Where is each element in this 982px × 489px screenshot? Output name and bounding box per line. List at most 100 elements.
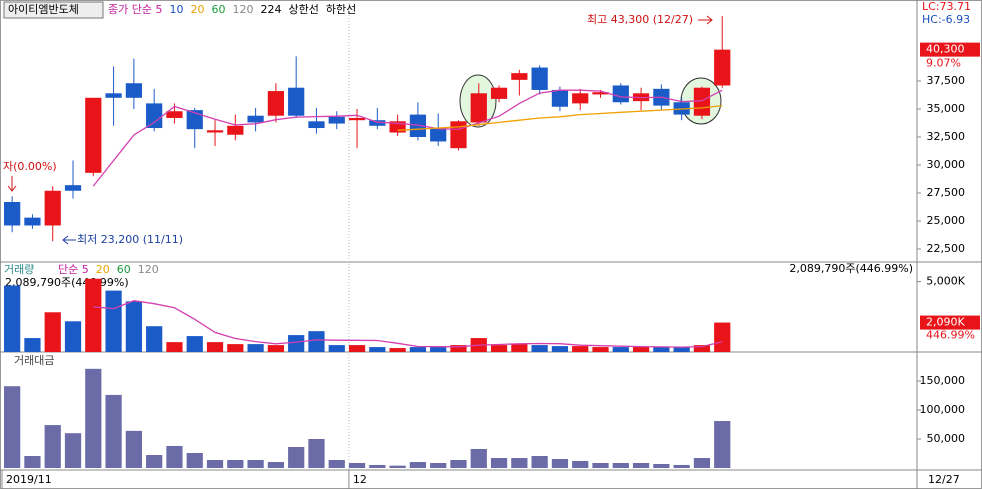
bar	[348, 463, 366, 468]
candle-body	[612, 85, 629, 103]
legend-entry: 60	[211, 3, 225, 16]
candle-body	[105, 93, 122, 98]
volume-current: 2,090K	[926, 316, 965, 329]
low-annotation: 최저 23,200 (11/11)	[77, 233, 183, 246]
bar	[166, 445, 183, 468]
candle-body	[328, 116, 345, 124]
bar	[673, 347, 690, 352]
candle-body	[450, 121, 467, 149]
legend-entry: 상한선	[288, 3, 318, 16]
bar	[369, 347, 386, 352]
bar	[44, 312, 61, 352]
candle-body	[490, 87, 508, 99]
lc-label: LC:73.71	[922, 0, 971, 13]
bar	[450, 459, 467, 468]
legend-entry: 20	[96, 263, 110, 276]
legend-entry: 120	[232, 3, 253, 16]
legend-entry: 120	[138, 263, 159, 276]
bar	[572, 460, 589, 468]
bar	[632, 347, 650, 352]
bar	[714, 421, 731, 468]
candle-body	[247, 115, 264, 123]
bar	[572, 346, 589, 352]
bar	[206, 459, 224, 468]
candle-body	[551, 89, 569, 107]
bar	[328, 345, 345, 352]
candle-body	[389, 121, 406, 133]
candle-body	[369, 120, 386, 126]
y-tick-label: 37,500	[927, 74, 966, 87]
bar	[186, 336, 203, 352]
low-arrow	[62, 235, 76, 245]
bar	[430, 463, 447, 468]
bar	[247, 459, 264, 468]
y-tick-label: 27,500	[927, 186, 966, 199]
bar	[348, 345, 366, 352]
candle-body	[4, 201, 21, 226]
legend-entry: 단순 5	[58, 263, 89, 276]
y-tick-label: 32,500	[927, 130, 966, 143]
legend-entry: 하한선	[326, 2, 356, 16]
y-tick-label: 22,500	[927, 242, 966, 255]
bar	[64, 321, 82, 352]
price-box	[920, 42, 980, 57]
bar	[308, 331, 325, 352]
bar	[409, 462, 427, 468]
bar	[227, 459, 244, 468]
candle-body	[511, 73, 528, 80]
bar	[105, 290, 122, 352]
candle-body	[166, 111, 183, 118]
bar	[693, 458, 711, 468]
stock-name: 아이티엠반도체	[8, 3, 79, 16]
volume-box	[920, 315, 980, 330]
bar	[206, 342, 224, 352]
bar	[166, 342, 183, 352]
candle-body	[186, 110, 203, 130]
bar	[247, 344, 264, 352]
bar	[511, 458, 528, 468]
candle-body	[146, 103, 163, 129]
bar	[288, 335, 305, 352]
bar	[430, 347, 447, 352]
candle-body	[592, 92, 609, 95]
bar	[490, 458, 508, 468]
bar	[44, 425, 61, 468]
candle-body	[85, 97, 102, 173]
bar	[85, 368, 102, 468]
bar	[653, 463, 670, 468]
bar	[592, 347, 609, 352]
legend-entry: 60	[117, 263, 131, 276]
price-label: 40,300	[926, 43, 965, 56]
bar	[267, 345, 285, 352]
candle-body	[430, 128, 447, 142]
bar	[592, 463, 609, 468]
bar	[186, 452, 203, 468]
bar	[531, 455, 548, 468]
y-tick-label: 150,000	[920, 374, 966, 387]
bar	[450, 345, 467, 352]
candle-body	[288, 87, 305, 116]
bar	[125, 301, 142, 352]
x-tick-label: 12	[353, 473, 367, 486]
bar	[85, 278, 102, 352]
bar	[612, 347, 629, 352]
candle-body	[572, 93, 589, 104]
bar	[511, 344, 528, 352]
y-tick-label: 25,000	[927, 214, 966, 227]
bar	[105, 394, 122, 468]
bar	[531, 345, 548, 352]
bar	[714, 322, 731, 352]
volume-title: 거래량	[4, 263, 34, 276]
stock-name-box	[3, 1, 104, 19]
bar	[328, 459, 345, 468]
ma-line	[93, 300, 723, 348]
legend-entry: 224	[260, 3, 281, 16]
y-tick-label: 35,000	[927, 102, 966, 115]
y-tick-label: 100,000	[920, 403, 966, 416]
bar	[125, 430, 142, 468]
bar	[24, 455, 41, 468]
high-arrow	[698, 15, 713, 25]
candle-body	[44, 190, 61, 226]
